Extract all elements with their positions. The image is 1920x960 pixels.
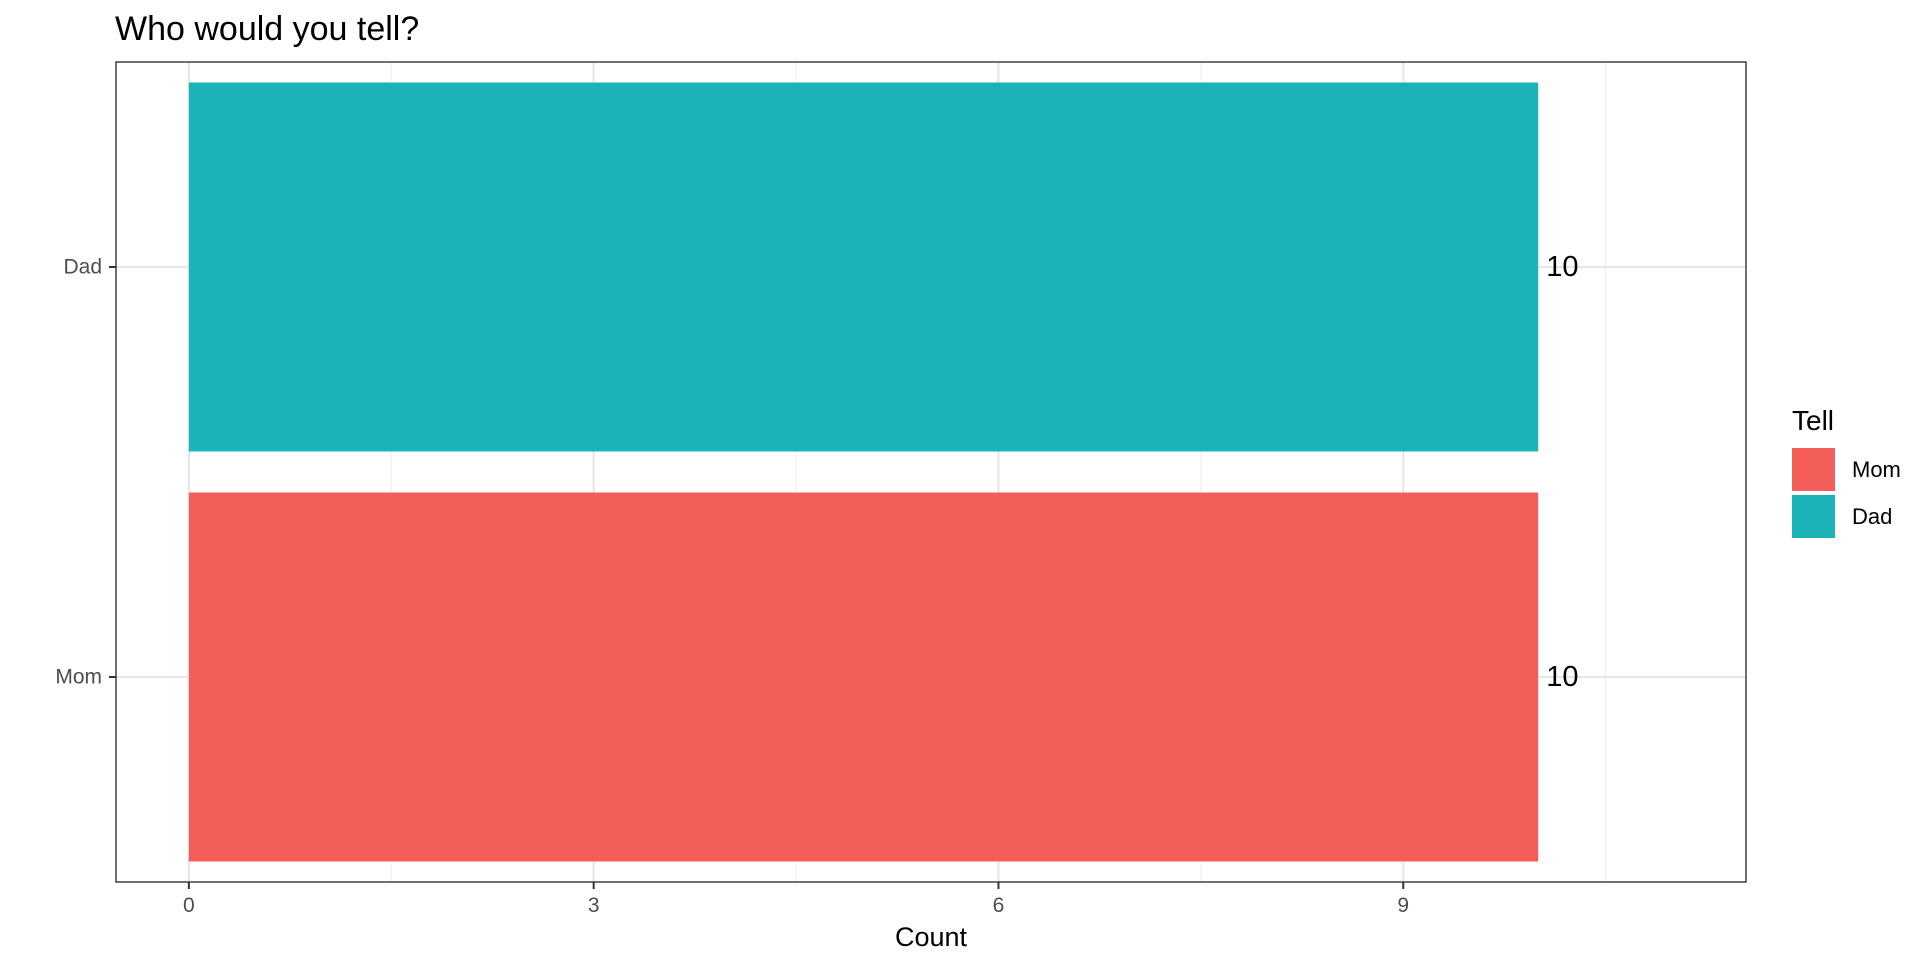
data-label: 10 — [1546, 661, 1578, 693]
x-axis-title: Count — [895, 922, 968, 952]
y-tick-label: Dad — [63, 256, 102, 279]
legend-key-mom — [1792, 448, 1835, 491]
y-tick-label: Mom — [55, 666, 102, 689]
bar-dad — [188, 82, 1539, 452]
data-label: 10 — [1546, 251, 1578, 283]
chart-title: Who would you tell? — [115, 10, 419, 48]
legend-key-dad — [1792, 495, 1835, 538]
legend-label: Dad — [1852, 504, 1892, 529]
x-tick-label: 3 — [588, 894, 600, 917]
legend-label: Mom — [1852, 457, 1901, 482]
x-tick-label: 6 — [993, 894, 1005, 917]
x-tick-label: 9 — [1397, 894, 1409, 917]
legend-title: Tell — [1792, 405, 1834, 436]
x-tick-label: 0 — [183, 894, 195, 917]
bar-mom — [188, 492, 1539, 862]
panel-border — [115, 61, 1747, 883]
legend: Tell Mom Dad — [1792, 405, 1901, 538]
plot-area: 10 10 Mom Dad 0 3 6 9 — [55, 61, 1747, 917]
